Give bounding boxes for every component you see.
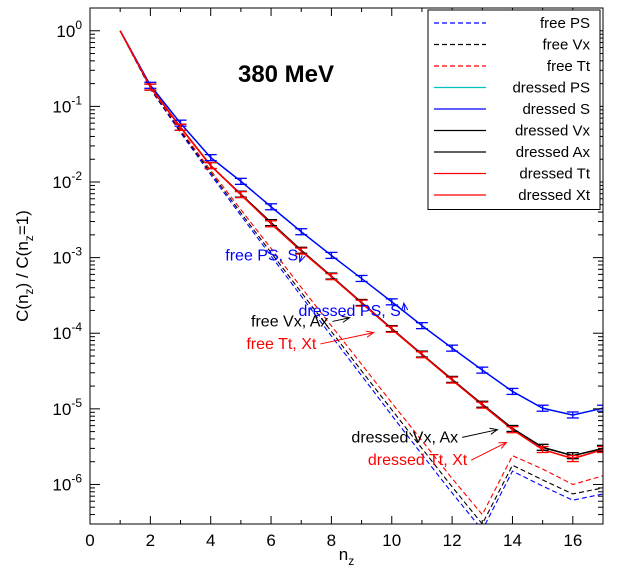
legend-label: dressed PS <box>512 80 590 97</box>
error-bar <box>385 325 398 333</box>
x-axis-label: nz <box>339 545 354 568</box>
annotation-arrowhead <box>365 330 375 338</box>
error-bar <box>234 177 247 185</box>
error-bar <box>174 123 187 131</box>
annotation-arrow <box>403 303 406 311</box>
error-bar <box>355 274 368 283</box>
annotation-arrow <box>462 429 498 438</box>
legend-label: free Tt <box>547 58 591 75</box>
annotation-arrow <box>470 441 507 461</box>
error-bar <box>325 273 338 281</box>
error-bar <box>536 445 549 454</box>
y-axis-label: C(nz) / C(nz=1) <box>13 210 36 322</box>
error-bar <box>506 426 519 434</box>
error-bar <box>597 445 603 454</box>
error-bar <box>204 153 217 162</box>
x-tick-label: 10 <box>382 531 401 550</box>
annotation-label: dressed PS, S <box>299 303 401 320</box>
legend-label: dressed Ax <box>516 144 591 161</box>
error-bar <box>566 454 579 463</box>
legend-box <box>427 9 601 210</box>
annotation-arrowhead <box>298 253 306 264</box>
error-bar <box>566 411 579 419</box>
annotation-arrowhead <box>489 427 499 435</box>
error-bar <box>476 401 489 409</box>
y-tick-label: 10-1 <box>52 93 82 116</box>
x-tick-label: 0 <box>85 531 94 550</box>
y-tick-label: 10-5 <box>52 396 82 419</box>
series-line-free-vx <box>119 30 603 524</box>
legend-label: dressed Xt <box>518 187 591 204</box>
y-tick-label: 100 <box>56 18 82 41</box>
annotation-label: dressed Tt, Xt <box>368 452 468 469</box>
error-bar <box>355 299 368 307</box>
annotation-label: free Vx, Ax <box>251 313 328 330</box>
x-tick-label: 12 <box>443 531 462 550</box>
legend-label: dressed S <box>522 101 590 118</box>
error-bar <box>295 247 308 255</box>
series-line-free-ps <box>119 30 603 524</box>
legend-label: dressed Vx <box>515 123 591 140</box>
annotation-label: free PS, S <box>225 247 298 264</box>
error-bar <box>446 376 459 384</box>
error-bar <box>265 203 278 211</box>
error-bar <box>295 228 308 236</box>
series-line-free-tt <box>119 30 603 516</box>
annotation-label: dressed Vx, Ax <box>351 429 458 446</box>
error-bar <box>597 444 603 453</box>
annotation-arrow <box>332 317 350 322</box>
error-bar <box>506 387 519 396</box>
error-bar <box>446 344 459 352</box>
y-tick-label: 10-4 <box>52 320 82 343</box>
error-bar <box>415 351 428 359</box>
x-tick-label: 8 <box>327 531 336 550</box>
x-tick-label: 14 <box>503 531 522 550</box>
y-tick-label: 10-3 <box>52 245 82 268</box>
x-tick-label: 6 <box>266 531 275 550</box>
plot-frame <box>89 7 604 525</box>
error-bar <box>204 161 217 170</box>
annotation-label: free Tt, Xt <box>246 336 317 353</box>
legend-label: free Vx <box>542 37 590 54</box>
error-bar <box>265 220 278 228</box>
chart-title: 380 MeV <box>238 61 334 88</box>
legend-label: dressed Tt <box>519 166 590 183</box>
error-bar <box>415 321 428 330</box>
error-bar <box>325 251 338 260</box>
error-bar <box>536 404 549 412</box>
x-tick-label: 16 <box>563 531 582 550</box>
x-tick-label: 4 <box>206 531 215 550</box>
error-bar <box>144 83 157 91</box>
error-bar <box>385 298 398 306</box>
annotation-arrowhead <box>498 441 508 449</box>
error-bar <box>597 404 603 412</box>
error-bar <box>234 191 247 199</box>
annotation-arrowhead <box>401 301 409 311</box>
x-tick-label: 2 <box>146 531 155 550</box>
y-tick-label: 10-6 <box>52 471 82 494</box>
legend-label: free PS <box>540 15 590 32</box>
error-bar <box>476 366 489 374</box>
annotation-arrowhead <box>341 315 351 323</box>
annotation-arrow <box>320 332 374 345</box>
y-tick-label: 10-2 <box>52 169 82 192</box>
